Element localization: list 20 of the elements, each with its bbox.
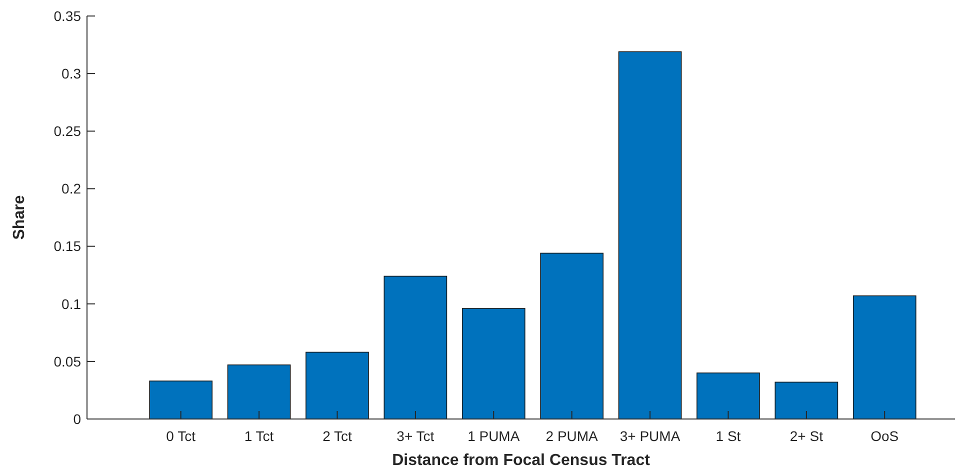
x-tick-label: OoS <box>870 428 899 444</box>
x-tick-label: 3+ Tct <box>396 428 434 444</box>
x-tick-label: 2 Tct <box>322 428 352 444</box>
y-axis-title: Share <box>11 195 28 240</box>
x-tick-label: 1 Tct <box>244 428 274 444</box>
y-tick-label: 0.05 <box>54 353 82 370</box>
y-tick-label: 0.2 <box>62 180 82 197</box>
x-tick-label: 1 St <box>716 428 741 444</box>
x-tick-label: 3+ PUMA <box>620 428 681 444</box>
y-tick-label: 0.1 <box>62 296 82 312</box>
x-tick-label: 1 PUMA <box>468 428 520 444</box>
x-axis-title: Distance from Focal Census Tract <box>392 452 651 469</box>
y-tick-label: 0.15 <box>54 238 82 254</box>
y-tick-label: 0 <box>73 410 82 427</box>
x-tick-label: 0 Tct <box>166 428 196 444</box>
y-tick-label: 0.35 <box>54 8 82 24</box>
y-tick-label: 0.3 <box>62 65 82 82</box>
x-tick-label: 2 PUMA <box>546 428 599 444</box>
x-tick-label: 2+ St <box>790 428 824 444</box>
y-tick-label: 0.25 <box>54 123 82 140</box>
